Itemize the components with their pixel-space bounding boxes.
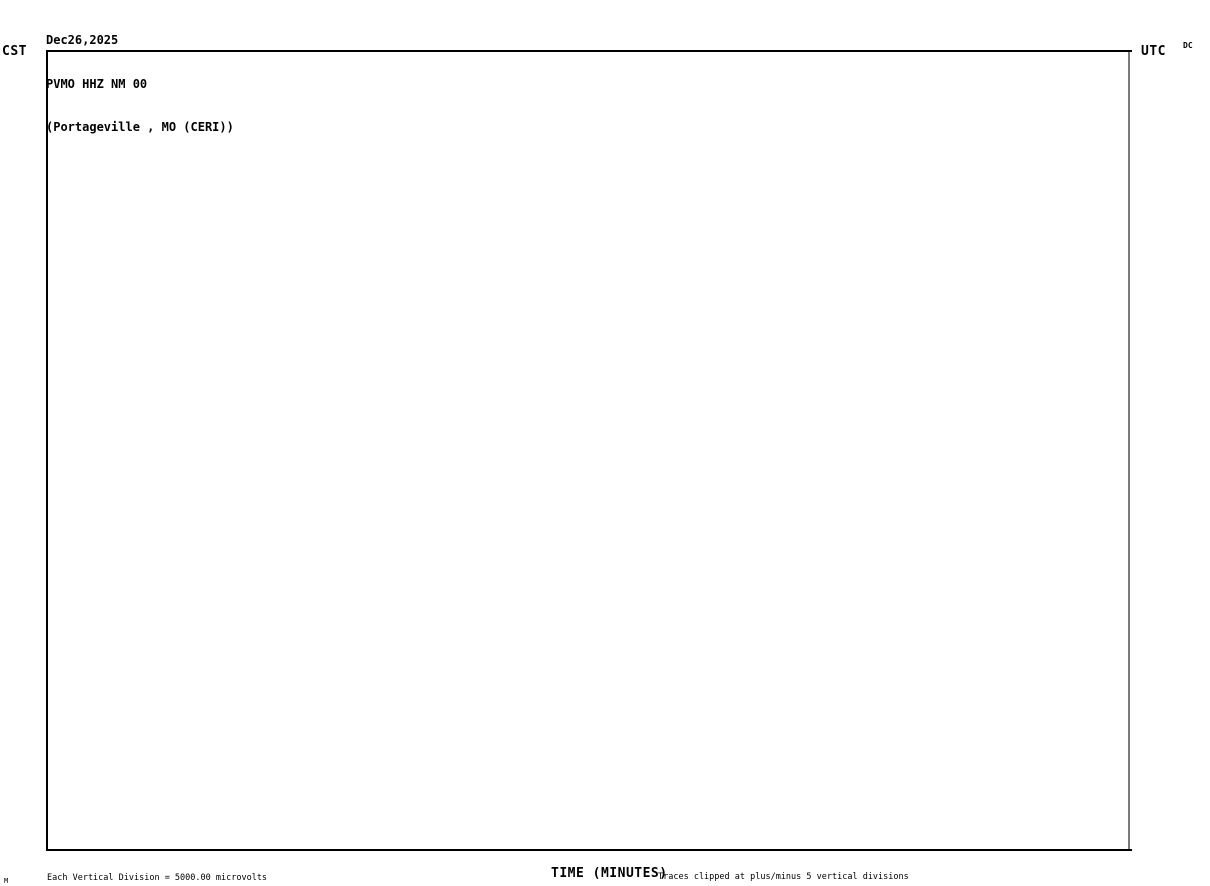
right-timezone-label: UTC [1141,44,1166,59]
x-axis-line [46,849,1132,851]
corner-mark: M [4,877,9,885]
chart-header: Dec26,2025 PVMO HHZ NM 00 (Portageville … [46,4,234,149]
plot-top-border [46,50,1132,52]
header-date: Dec26,2025 [46,33,119,47]
scale-note: Each Vertical Division = 5000.00 microvo… [47,873,268,883]
header-location: (Portageville , MO (CERI)) [46,120,234,134]
dc-column-header: DC [1183,41,1193,50]
header-station: PVMO HHZ NM 00 [46,76,148,91]
left-timezone-label: CST [2,44,27,59]
seismogram-plot[interactable] [46,52,1130,849]
x-axis-title: TIME (MINUTES) [551,866,668,881]
clip-note: Traces clipped at plus/minus 5 vertical … [658,872,909,882]
